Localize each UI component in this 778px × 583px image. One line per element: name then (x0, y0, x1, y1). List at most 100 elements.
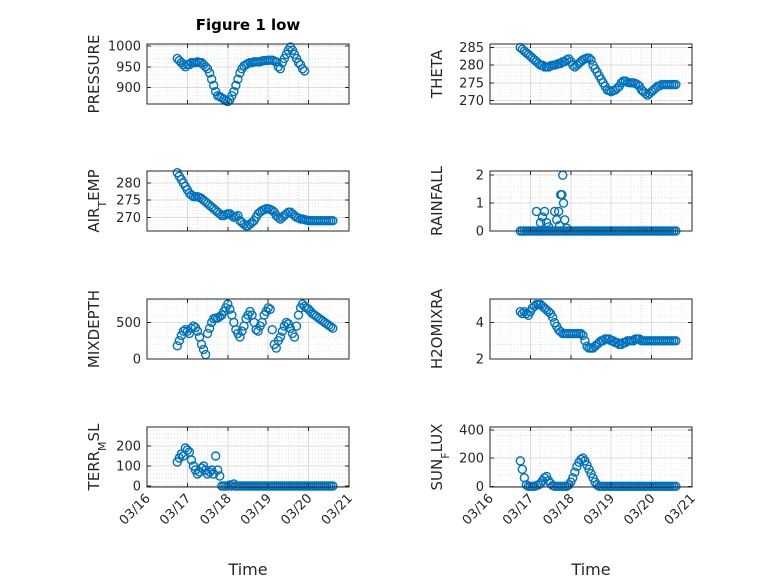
axes-box (489, 43, 693, 105)
y-tick-label: 1 (476, 197, 484, 212)
data-point (206, 74, 217, 84)
axes-box (146, 43, 350, 105)
y-tick-label: 280 (116, 177, 141, 192)
y-tick-label: 950 (116, 60, 141, 75)
x-tick-label: 03/19 (238, 491, 275, 528)
data-point (539, 206, 550, 217)
data-point (198, 344, 209, 355)
y-tick-label: 270 (116, 211, 141, 226)
data-point (192, 326, 203, 336)
data-point (202, 328, 213, 339)
data-point (271, 57, 281, 67)
subplot-theta: 270 275 280 285 THETA (428, 41, 693, 109)
y-tick-label: 200 (116, 440, 141, 455)
data-point (196, 339, 207, 350)
y-tick-label: 900 (116, 81, 141, 96)
data-point (210, 451, 221, 461)
data-point (517, 464, 528, 475)
axes-box (146, 426, 350, 488)
y-tick-label: 0 (476, 225, 484, 240)
y-tick-label: 270 (459, 94, 484, 109)
x-tick-label: 03/20 (621, 491, 658, 528)
x-tick-label: 03/17 (500, 491, 537, 528)
data-point (285, 323, 296, 333)
subplot-mixdepth: 0 500 MIXDEPTH (85, 290, 350, 368)
subplot-air-temp: 270 275 280 AIRTEMP (85, 168, 350, 233)
y-tick-label: 0 (133, 480, 141, 495)
data-point (253, 326, 263, 336)
y-tick-label: 275 (459, 76, 484, 91)
y-tick-label: 275 (116, 194, 141, 209)
data-point (568, 473, 578, 483)
data-point (297, 64, 308, 74)
data-point (584, 53, 594, 63)
data-point (275, 332, 286, 342)
y-tick-label: 2 (476, 169, 484, 184)
subplot-sun-flux: 0 200 400 SUNFLUX (428, 423, 693, 495)
data-point (273, 212, 283, 222)
data-point (263, 303, 273, 313)
data-point (576, 328, 586, 339)
data-point (204, 323, 215, 333)
ylabel-4: MIXDEPTH (85, 290, 103, 368)
data-point (204, 68, 215, 78)
data-point (560, 215, 570, 225)
data-point (553, 206, 564, 217)
data-point (328, 481, 338, 491)
data-point (172, 341, 183, 351)
y-tick-label: 1000 (108, 40, 141, 55)
y-tick-label: 0 (476, 480, 484, 495)
axes-box (489, 298, 693, 360)
data-point (328, 216, 338, 226)
data-point (671, 481, 681, 491)
data-point (225, 304, 235, 314)
subplot-pressure: 900 950 1000 PRESSURE (85, 35, 350, 113)
xlabel-2: Time (570, 560, 610, 579)
x-tick-label: 03/18 (541, 491, 578, 528)
y-tick-label: 2 (476, 353, 484, 368)
y-tick-label: 0 (133, 353, 141, 368)
y-tick-label: 285 (459, 41, 484, 56)
data-point (212, 465, 223, 475)
data-point (277, 326, 288, 336)
data-point (326, 322, 336, 332)
x-tick-label: 03/20 (278, 491, 315, 528)
data-point (215, 471, 225, 481)
x-tick-label: 03/21 (662, 491, 699, 528)
y-tick-label: 500 (116, 316, 141, 331)
data-point (267, 325, 277, 335)
data-point (576, 454, 586, 465)
data-point (564, 480, 574, 490)
data-point (671, 79, 681, 90)
data-point (182, 445, 193, 455)
data-point (547, 312, 558, 322)
data-point (299, 66, 310, 76)
axes-box (146, 170, 350, 232)
ylabel-1: THETA (428, 49, 446, 99)
data-point (229, 86, 239, 97)
data-point (275, 64, 286, 74)
data-point (570, 467, 580, 477)
x-tick-label: 03/19 (581, 491, 618, 528)
data-point (568, 60, 578, 70)
y-tick-label: 200 (459, 452, 484, 467)
data-point (549, 206, 560, 217)
data-point (640, 88, 651, 99)
ylabel-2: AIRTEMP (85, 169, 109, 232)
data-point (235, 332, 245, 342)
xlabel-1: Time (227, 560, 267, 579)
data-point (231, 80, 241, 91)
data-point (291, 321, 302, 331)
y-tick-label: 100 (116, 460, 141, 475)
x-tick-label: 03/16 (460, 491, 497, 528)
data-point (671, 336, 681, 346)
x-tick-label: 03/21 (319, 491, 356, 528)
data-point (558, 198, 569, 208)
data-point (515, 307, 525, 317)
axes-box (146, 298, 350, 360)
figure-title: Figure 1 low (196, 16, 301, 34)
data-point (586, 55, 596, 65)
ylabel-5: H2OMIXRA (428, 288, 446, 369)
x-tick-label: 03/16 (117, 491, 154, 528)
